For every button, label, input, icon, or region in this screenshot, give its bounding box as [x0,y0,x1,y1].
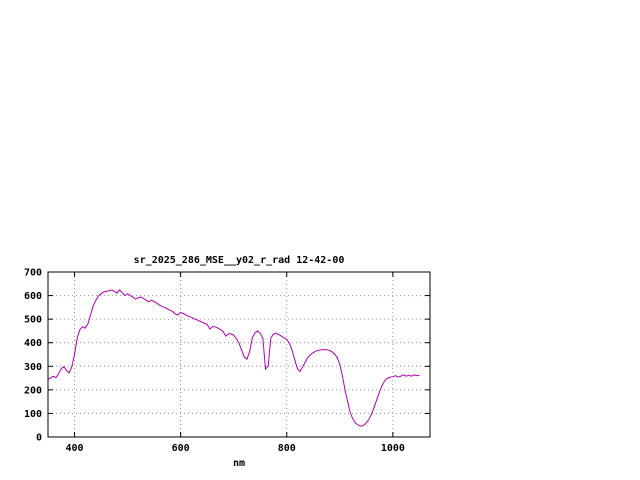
y-tick-label: 700 [24,268,42,279]
y-tick-label: 300 [24,362,42,373]
y-tick-label: 200 [24,385,42,396]
x-tick-label: 400 [65,443,83,454]
y-tick-label: 400 [24,338,42,349]
spectrum-line [47,289,420,427]
y-tick-label: 500 [24,315,42,326]
chart-title: sr_2025_286_MSE__y02_r_rad 12-42-00 [134,255,345,266]
y-tick-label: 100 [24,409,42,420]
plot-border [47,271,431,438]
y-tick-label: 600 [24,291,42,302]
x-tick-label: 1000 [381,443,405,454]
x-tick-label: 800 [278,443,296,454]
x-tick-label: 600 [172,443,190,454]
x-axis-label: nm [233,458,245,469]
y-tick-label: 0 [36,433,42,444]
